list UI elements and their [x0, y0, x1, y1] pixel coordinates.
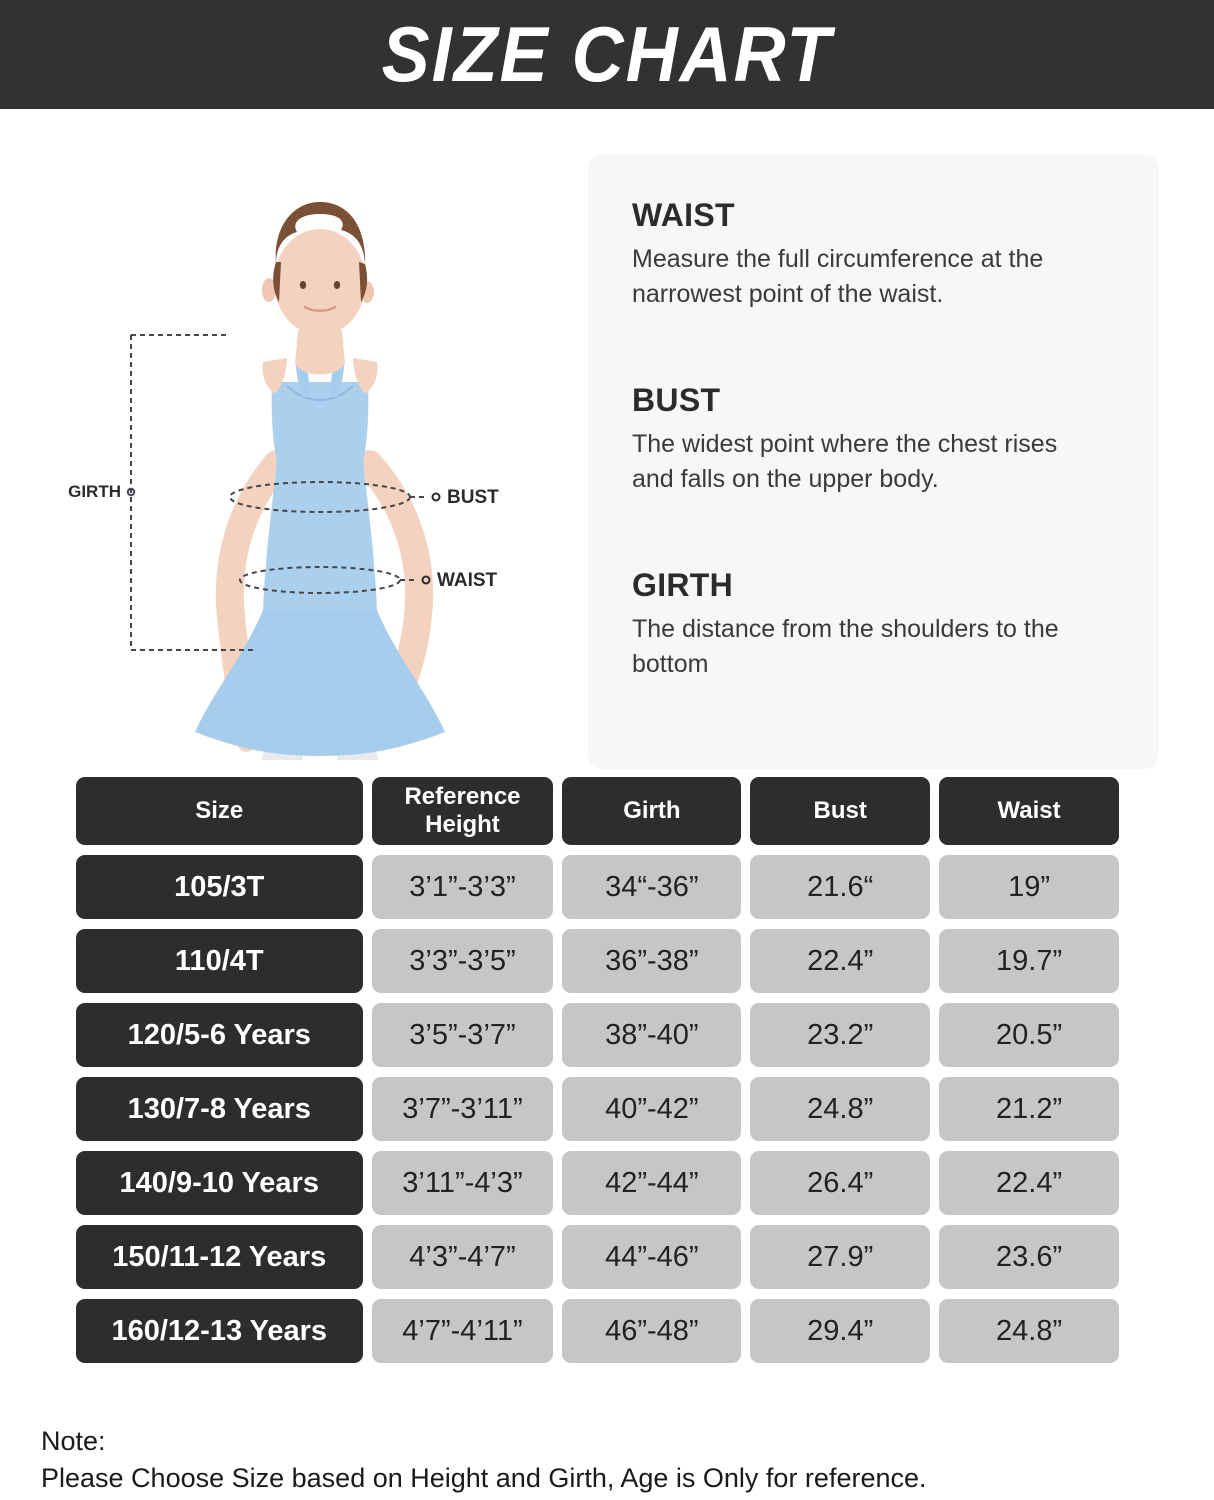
svg-text:BUST: BUST	[447, 487, 499, 508]
svg-text:GIRTH: GIRTH	[68, 482, 121, 501]
svg-text:WAIST: WAIST	[437, 570, 498, 591]
